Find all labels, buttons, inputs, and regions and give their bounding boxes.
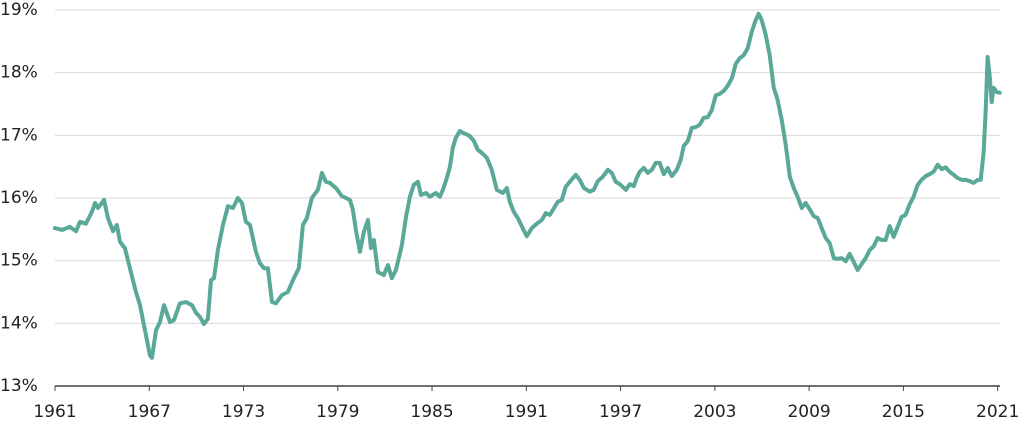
- y-tick-label: 19%: [0, 0, 38, 20]
- y-tick-label: 13%: [0, 376, 38, 396]
- data-line: [53, 11, 1002, 360]
- x-tick-label: 1985: [410, 402, 453, 422]
- x-tick-label: 1997: [599, 402, 642, 422]
- x-tick-label: 1967: [128, 402, 171, 422]
- x-tick-label: 2015: [882, 402, 925, 422]
- y-tick-label: 18%: [0, 63, 38, 83]
- x-tick-label: 2021: [976, 402, 1019, 422]
- x-tick-label: 2009: [787, 402, 830, 422]
- x-tick-label: 1991: [505, 402, 548, 422]
- x-tick-label: 1979: [316, 402, 359, 422]
- x-tick-label: 2003: [693, 402, 736, 422]
- y-tick-label: 14%: [0, 313, 38, 333]
- y-tick-label: 16%: [0, 188, 38, 208]
- y-tick-label: 17%: [0, 125, 38, 145]
- y-tick-label: 15%: [0, 251, 38, 271]
- x-tick-label: 1961: [33, 402, 76, 422]
- x-tick-label: 1973: [222, 402, 265, 422]
